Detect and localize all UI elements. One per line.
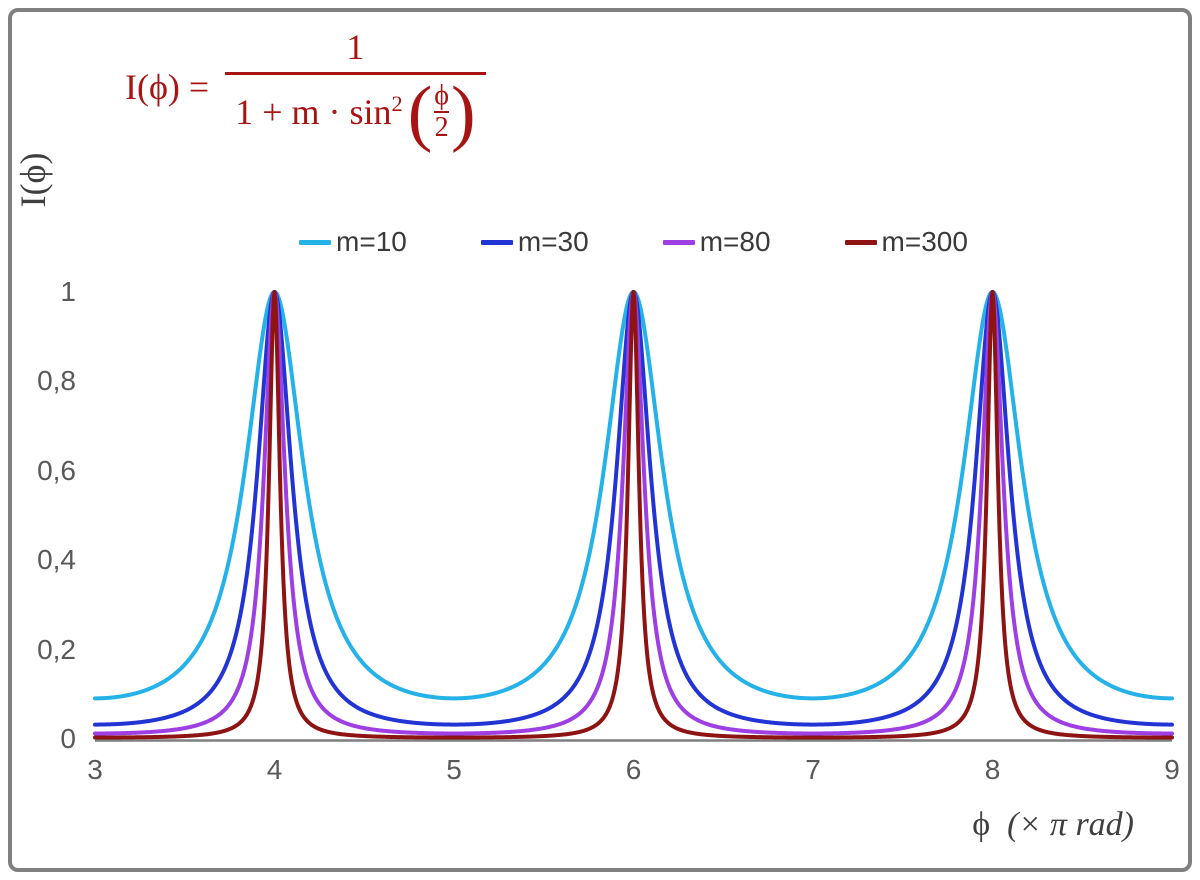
formula-denominator-text: 1 + m · sin2 — [235, 90, 403, 132]
series-line-m=300 — [93, 290, 1174, 740]
y-axis-label: I(ϕ) — [13, 152, 53, 208]
legend-item-m10: m=10 — [299, 226, 407, 258]
x-tick-label: 4 — [266, 754, 283, 785]
x-axis-label-units — [990, 806, 1007, 843]
formula-inner-fraction: ϕ 2 — [434, 80, 450, 143]
legend-label: m=80 — [699, 226, 771, 257]
legend-item-m80: m=80 — [662, 226, 771, 258]
x-axis-label-phi: ϕ — [972, 806, 991, 843]
y-tick-label: 0,8 — [37, 365, 76, 397]
x-tick-label: 3 — [87, 754, 103, 785]
x-axis-label: ϕ (× π rad) — [972, 806, 1134, 844]
legend: m=10 m=30 m=80 m=300 — [95, 226, 1172, 258]
legend-label: m=10 — [336, 226, 407, 257]
formula-numerator: 1 — [346, 27, 365, 67]
x-axis-label-rest: (× π rad) — [1007, 806, 1134, 843]
formula-fraction-bar — [225, 71, 486, 75]
formula-denominator: 1 + m · sin2 ( ϕ 2 ) — [225, 70, 485, 153]
formula-lhs: I(ϕ) = — [125, 66, 210, 107]
legend-line-swatch — [662, 239, 695, 245]
legend-item-m300: m=300 — [844, 226, 968, 258]
legend-line-swatch — [299, 239, 332, 245]
inner-fraction-bar — [434, 110, 450, 113]
x-tick-label: 6 — [625, 754, 642, 785]
x-tick-label: 9 — [1164, 754, 1180, 785]
formula: I(ϕ) = 1 1 + m · sin2 ( ϕ 2 ) — [125, 27, 486, 153]
inner-denominator: 2 — [434, 111, 449, 143]
formula-fraction: 1 1 + m · sin2 ( ϕ 2 ) — [225, 27, 486, 153]
series-line-m=80 — [93, 290, 1174, 736]
x-tick-label: 8 — [984, 754, 1001, 785]
y-tick-label: 0,2 — [37, 633, 76, 665]
legend-label: m=300 — [881, 226, 968, 257]
inner-numerator: ϕ — [434, 80, 450, 112]
x-tick-label: 5 — [446, 754, 462, 785]
open-paren: ( — [407, 70, 433, 153]
x-tick-label: 7 — [805, 754, 821, 785]
legend-label: m=30 — [517, 226, 589, 257]
y-tick-label: 0 — [60, 723, 76, 754]
legend-line-swatch — [844, 239, 877, 245]
legend-item-m30: m=30 — [480, 226, 589, 258]
formula-exponent: 2 — [391, 90, 403, 116]
series-line-m=30 — [93, 290, 1174, 727]
y-tick-label: 0,6 — [37, 454, 76, 486]
y-tick-label: 0,4 — [37, 544, 76, 576]
legend-line-swatch — [480, 239, 513, 245]
y-tick-label: 1 — [60, 276, 76, 307]
close-paren: ) — [451, 70, 476, 153]
